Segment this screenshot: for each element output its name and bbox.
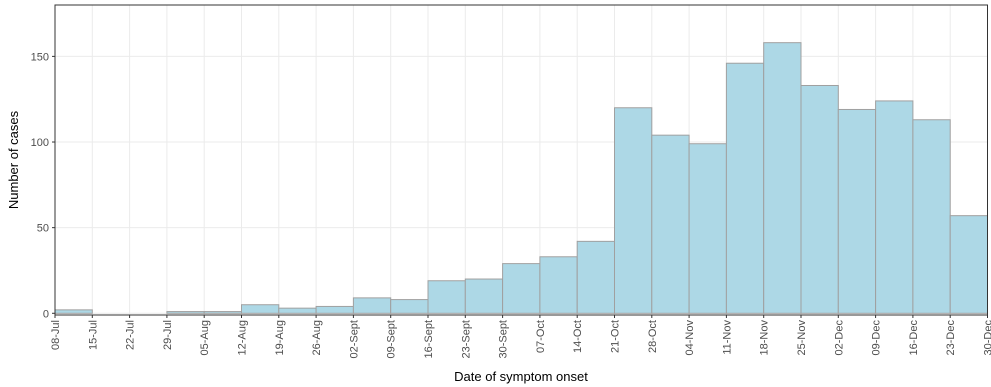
x-tick-label: 07-Oct — [535, 320, 547, 353]
x-tick-label: 30-Sept — [498, 320, 510, 359]
bar — [241, 304, 280, 314]
x-tick-label: 11-Nov — [721, 320, 733, 355]
bar — [576, 240, 616, 314]
bar — [688, 143, 727, 314]
bar — [427, 280, 466, 314]
x-tick-label: 14-Oct — [572, 320, 584, 353]
x-tick-label: 15-Jul — [87, 320, 99, 350]
bar — [166, 311, 205, 314]
x-tick-label: 18-Nov — [759, 320, 771, 356]
x-tick-label: 19-Aug — [274, 320, 286, 355]
panel-border — [54, 4, 988, 316]
bar — [352, 297, 392, 314]
bar — [539, 256, 578, 314]
y-tick-label: 50 — [37, 223, 49, 235]
bar — [912, 119, 951, 314]
x-axis-title: Date of symptom onset — [454, 369, 588, 384]
bar — [203, 311, 242, 314]
y-tick-label: 0 — [43, 308, 49, 320]
bar — [763, 42, 802, 314]
bar — [800, 84, 839, 314]
x-tick-label: 30-Dec — [983, 320, 991, 356]
bar — [390, 299, 429, 314]
bar — [502, 263, 541, 314]
x-tick-label: 02-Dec — [833, 320, 845, 356]
x-tick-label: 23-Dec — [945, 320, 957, 356]
bar — [651, 134, 690, 314]
bar — [464, 278, 504, 314]
y-axis-title: Number of cases — [6, 110, 21, 209]
x-tick-label: 21-Oct — [610, 320, 622, 353]
x-tick-label: 16-Dec — [908, 320, 920, 356]
x-tick-label: 05-Aug — [199, 320, 211, 355]
bar — [54, 309, 93, 314]
x-tick-label: 23-Sept — [460, 320, 472, 359]
bar — [278, 307, 317, 314]
x-tick-label: 09-Dec — [871, 320, 883, 356]
y-tick-label: 150 — [31, 51, 49, 63]
y-tick-label: 100 — [31, 137, 49, 149]
x-tick-label: 22-Jul — [125, 320, 137, 350]
x-tick-label: 29-Jul — [162, 320, 174, 350]
x-tick-label: 25-Nov — [796, 320, 808, 356]
bar — [315, 305, 354, 314]
x-tick-label: 16-Sept — [423, 320, 435, 359]
x-tick-label: 02-Sept — [348, 320, 360, 359]
bar — [614, 107, 653, 314]
bar — [875, 100, 914, 314]
x-tick-label: 28-Oct — [647, 320, 659, 353]
x-tick-label: 08-Jul — [50, 320, 62, 350]
x-tick-label: 12-Aug — [237, 320, 249, 355]
x-tick-label: 04-Nov — [684, 320, 696, 356]
bar — [725, 62, 765, 314]
bar — [837, 108, 877, 314]
bar — [949, 215, 989, 314]
x-tick-label: 09-Sept — [386, 320, 398, 359]
x-tick-label: 26-Aug — [311, 320, 323, 355]
